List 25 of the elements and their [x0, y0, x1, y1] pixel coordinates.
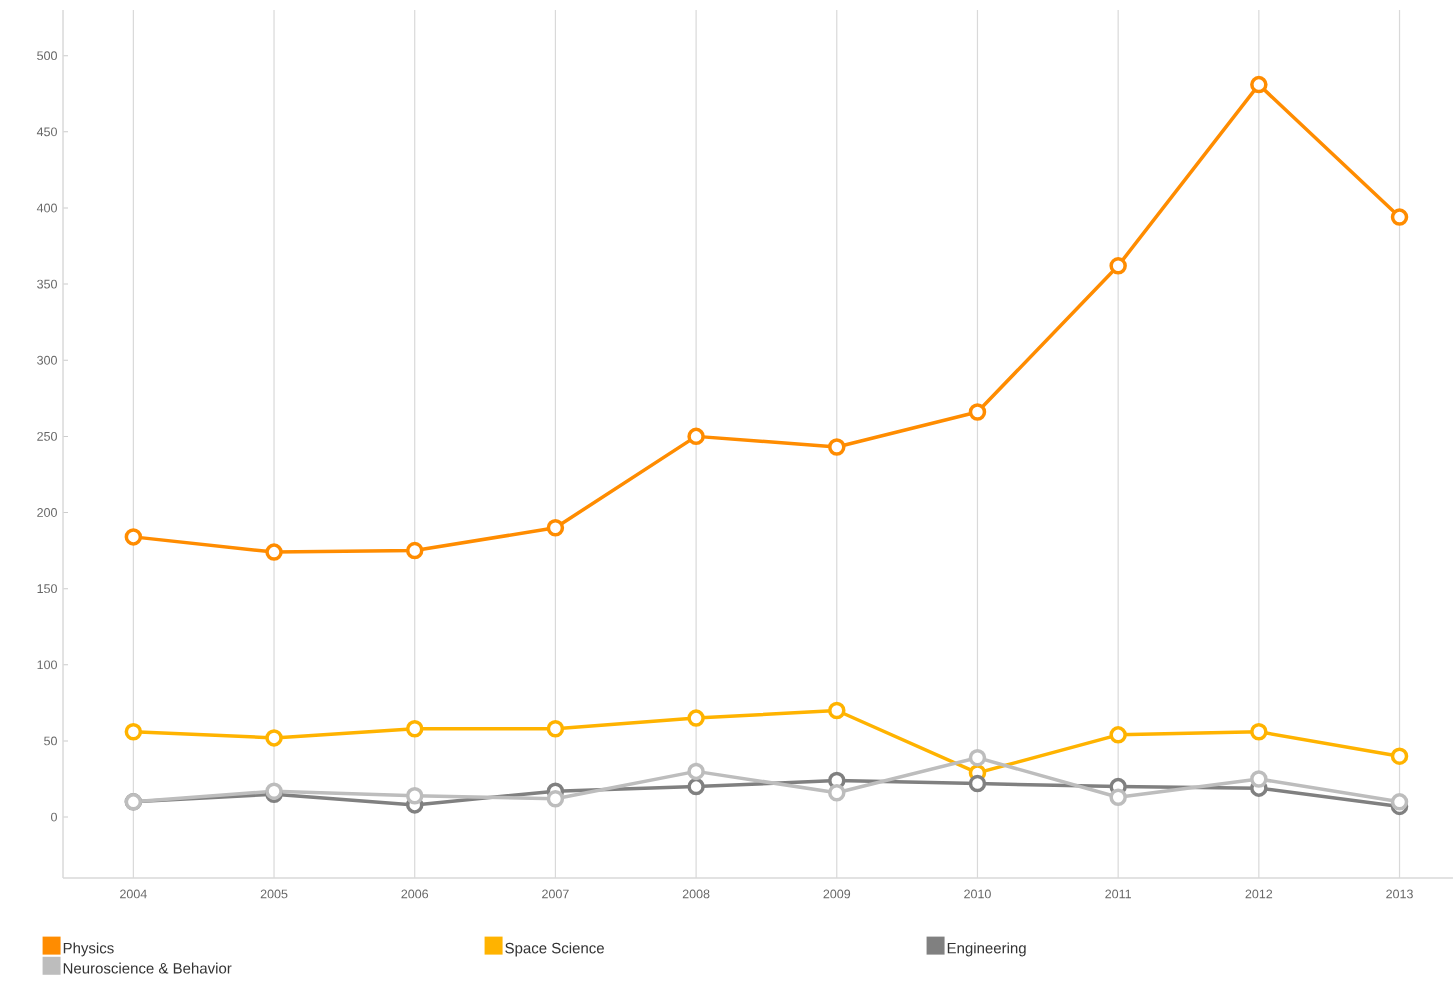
x-tick-label: 2005: [260, 889, 288, 899]
y-tick-label: 250: [37, 431, 57, 441]
y-tick-label: 500: [37, 51, 57, 61]
x-tick-label: 2011: [1105, 889, 1131, 899]
y-tick-label: 150: [37, 584, 57, 594]
y-tick-label: 0: [51, 812, 57, 822]
y-tick-label: 450: [36, 127, 57, 137]
x-tick-label: 2004: [120, 889, 147, 899]
legend-label: Neuroscience & Behavior: [63, 962, 232, 974]
x-tick-label: 2008: [682, 889, 710, 899]
y-tick-label: 400: [36, 203, 57, 213]
x-tick-label: 2010: [964, 889, 991, 899]
x-tick-label: 2009: [823, 889, 851, 899]
y-tick-label: 50: [44, 736, 57, 746]
legend-label: Physics: [63, 942, 114, 957]
x-tick-label: 2007: [542, 889, 569, 899]
x-tick-label: 2006: [401, 889, 429, 899]
x-tick-label: 2012: [1245, 889, 1273, 899]
y-tick-label: 350: [37, 279, 57, 289]
y-tick-label: 200: [37, 508, 57, 517]
y-tick-label: 100: [37, 660, 57, 670]
y-tick-label: 300: [37, 355, 57, 365]
legend-label: Space Science: [505, 942, 604, 957]
x-tick-label: 2013: [1386, 889, 1413, 899]
legend-label: Engineering: [947, 942, 1026, 957]
